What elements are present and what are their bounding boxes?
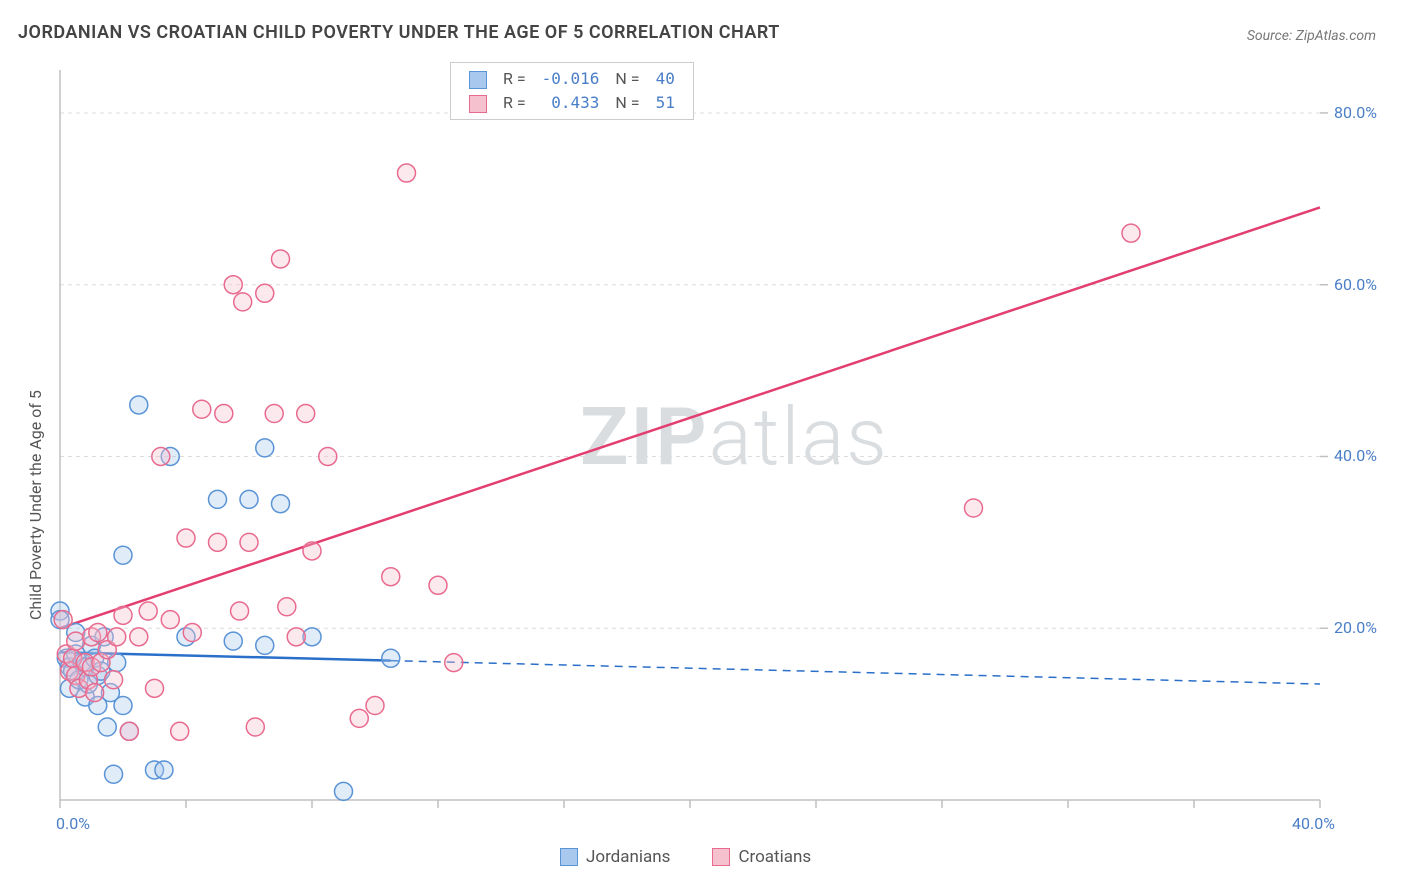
r-label: R = [495,67,534,91]
stats-row-croatians: R = 0.433 N = 51 [461,91,683,115]
legend-label-jordanians: Jordanians [586,847,670,867]
source-attribution: Source: ZipAtlas.com [1247,28,1376,44]
swatch-croatians [469,95,487,113]
stats-row-jordanians: R = -0.016 N = 40 [461,67,683,91]
swatch-croatians [712,848,730,866]
y-axis-label: Child Poverty Under the Age of 5 [26,390,45,620]
x-tick-label: 0.0% [56,814,90,833]
legend-item-jordanians: Jordanians [560,847,670,867]
legend-label-croatians: Croatians [738,847,811,867]
y-tick-label: 60.0% [1334,275,1377,294]
r-value-croatians: 0.433 [534,91,608,115]
stats-table: R = -0.016 N = 40 R = 0.433 N = 51 [461,67,683,115]
n-label: N = [607,91,647,115]
r-label: R = [495,91,534,115]
y-tick-label: 40.0% [1334,446,1377,465]
legend-item-croatians: Croatians [712,847,811,867]
n-label: N = [607,67,647,91]
stats-legend: R = -0.016 N = 40 R = 0.433 N = 51 [450,62,694,120]
series-legend: Jordanians Croatians [560,847,811,867]
swatch-jordanians [560,848,578,866]
n-value-croatians: 51 [648,91,683,115]
swatch-jordanians [469,71,487,89]
scatter-plot [50,60,1380,830]
y-tick-label: 20.0% [1334,618,1377,637]
x-tick-label: 40.0% [1292,814,1335,833]
y-tick-label: 80.0% [1334,103,1377,122]
r-value-jordanians: -0.016 [534,67,608,91]
n-value-jordanians: 40 [648,67,683,91]
chart-container: JORDANIAN VS CROATIAN CHILD POVERTY UNDE… [0,0,1406,892]
chart-title: JORDANIAN VS CROATIAN CHILD POVERTY UNDE… [18,22,780,43]
